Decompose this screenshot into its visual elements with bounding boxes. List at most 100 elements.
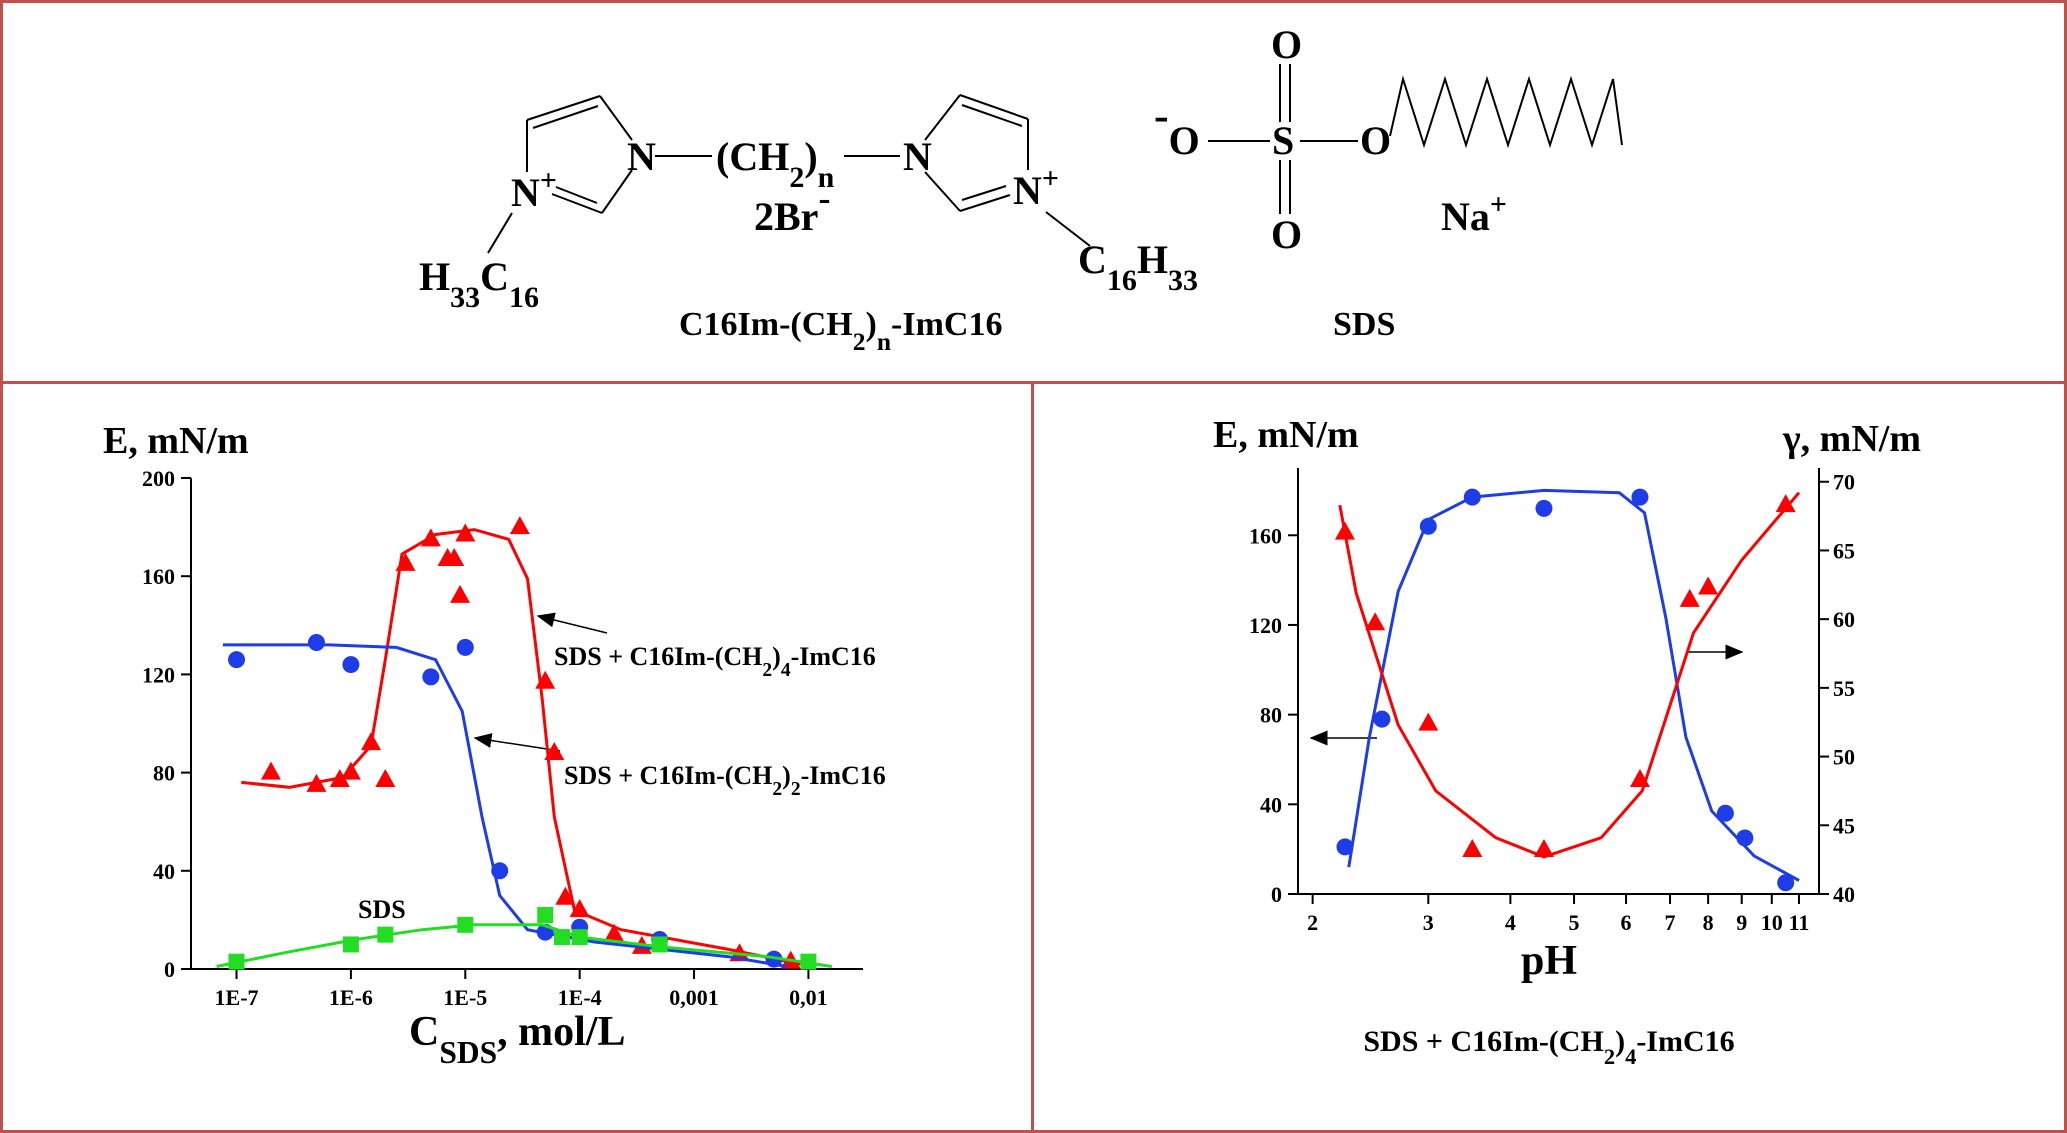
x-axis-label: CSDS, mol/L — [409, 1009, 625, 1070]
atom: O — [1271, 212, 1302, 257]
x-tick-label: 8 — [1703, 910, 1714, 935]
caption-part: ) — [1615, 1025, 1625, 1058]
compound-name: C16Im-(CH2)n-ImC16 — [679, 306, 1002, 356]
tail-part: C — [480, 254, 509, 299]
triangle-marker — [361, 732, 382, 751]
x-tick-label: 0,01 — [789, 985, 828, 1010]
y2-axis-label: γ, mN/m — [1782, 418, 1921, 460]
y-tick-label: 200 — [142, 466, 175, 491]
fit-curve — [241, 528, 801, 966]
square-marker — [651, 936, 668, 953]
y-tick-label: 120 — [142, 662, 175, 687]
triangle-marker — [340, 761, 361, 780]
circle-marker — [342, 656, 360, 674]
bond — [959, 194, 1011, 212]
triangle-marker — [604, 923, 625, 942]
spacer-part: ) — [804, 134, 817, 179]
triangle-marker — [1365, 612, 1386, 631]
y-tick-label: 0 — [164, 957, 175, 982]
circle-marker — [491, 862, 509, 880]
y2-tick-label: 40 — [1833, 882, 1855, 907]
circle-marker — [456, 638, 474, 656]
compound-name: SDS — [1333, 306, 1395, 343]
triangle-marker — [535, 670, 556, 689]
x-tick-label: 9 — [1736, 910, 1747, 935]
atom-part: + — [540, 164, 557, 197]
bond — [924, 171, 961, 212]
circle-marker — [228, 651, 246, 669]
name-part: n — [877, 327, 891, 356]
square-marker — [342, 936, 359, 953]
annotation-part: -ImC16 — [801, 761, 886, 790]
circle-marker — [1631, 488, 1649, 506]
triangle-marker — [395, 552, 416, 571]
x-axis-label: pH — [1521, 938, 1577, 984]
fit-curve — [216, 923, 833, 968]
name-part: 2 — [853, 327, 866, 356]
y-tick-label: 40 — [1260, 792, 1282, 817]
caption-part: -ImC16 — [1636, 1025, 1734, 1058]
square-marker — [571, 929, 588, 946]
annotation-part: 2 — [772, 779, 782, 800]
bond — [601, 169, 633, 214]
annotation-part: -ImC16 — [791, 642, 876, 671]
caption-part: 4 — [1625, 1044, 1636, 1069]
circle-marker — [1463, 488, 1481, 506]
x-tick-label: 10 — [1761, 910, 1783, 935]
x-axis-label-part: , mol/L — [497, 1009, 625, 1055]
counterion-part: - — [818, 178, 830, 218]
atom-part: N — [1013, 168, 1042, 213]
counterion: Na+ — [1441, 188, 1507, 240]
fit-curve — [1338, 491, 1801, 859]
triangle-marker — [306, 773, 327, 792]
annotation: SDS + C16Im-(CH2)4-ImC16 — [554, 642, 876, 681]
tail-part: 16 — [1107, 264, 1137, 297]
x-tick-label: 2 — [1307, 910, 1318, 935]
tail-part: 33 — [450, 281, 480, 314]
counterion-part: + — [1490, 188, 1507, 221]
y2-tick-label: 60 — [1833, 607, 1855, 632]
square-marker — [537, 906, 554, 923]
triangle-marker — [1418, 712, 1439, 731]
bond — [551, 193, 603, 214]
bond — [961, 185, 1007, 201]
counterion: 2Br- — [754, 178, 830, 239]
alkyl-chain — [1389, 75, 1623, 149]
bond — [526, 95, 601, 121]
atom: N+ — [1013, 162, 1059, 214]
annotation-part: SDS — [358, 895, 406, 924]
arrow — [536, 612, 608, 634]
atom-part: - — [1154, 91, 1169, 140]
y-tick-label: 80 — [1260, 703, 1282, 728]
triangle-marker — [1775, 494, 1796, 513]
circle-marker — [1736, 829, 1754, 847]
bond — [532, 105, 599, 129]
fit-curve — [1347, 488, 1800, 882]
y2-tick-label: 70 — [1833, 470, 1855, 495]
y2-tick-label: 45 — [1833, 813, 1855, 838]
circle-marker — [1336, 838, 1354, 856]
circle-marker — [1419, 517, 1437, 535]
triangle-marker — [1462, 839, 1483, 858]
circle-marker — [307, 633, 325, 651]
name-part: ) — [866, 306, 877, 343]
atom: N+ — [511, 164, 557, 216]
triangle-marker — [544, 741, 565, 760]
name-part: -ImC16 — [891, 306, 1002, 343]
tail-part: H — [419, 254, 450, 299]
caption-part: 2 — [1604, 1044, 1615, 1069]
triangle-marker — [569, 899, 590, 918]
atom-part: N — [511, 170, 540, 215]
y2-tick-label: 65 — [1833, 538, 1855, 563]
x-tick-label: 0,001 — [669, 985, 719, 1010]
annotation-part: ) — [782, 761, 791, 790]
annotation-part: SDS + C16Im-(CH — [564, 761, 772, 790]
y-tick-label: 120 — [1249, 613, 1282, 638]
x-axis-label-part: SDS — [439, 1035, 497, 1070]
x-tick-label: 11 — [1789, 910, 1810, 935]
caption: SDS + C16Im-(CH2)4-ImC16 — [1363, 1025, 1734, 1069]
x-tick-label: 1E-5 — [443, 985, 487, 1010]
tail-part: C — [1078, 237, 1107, 282]
